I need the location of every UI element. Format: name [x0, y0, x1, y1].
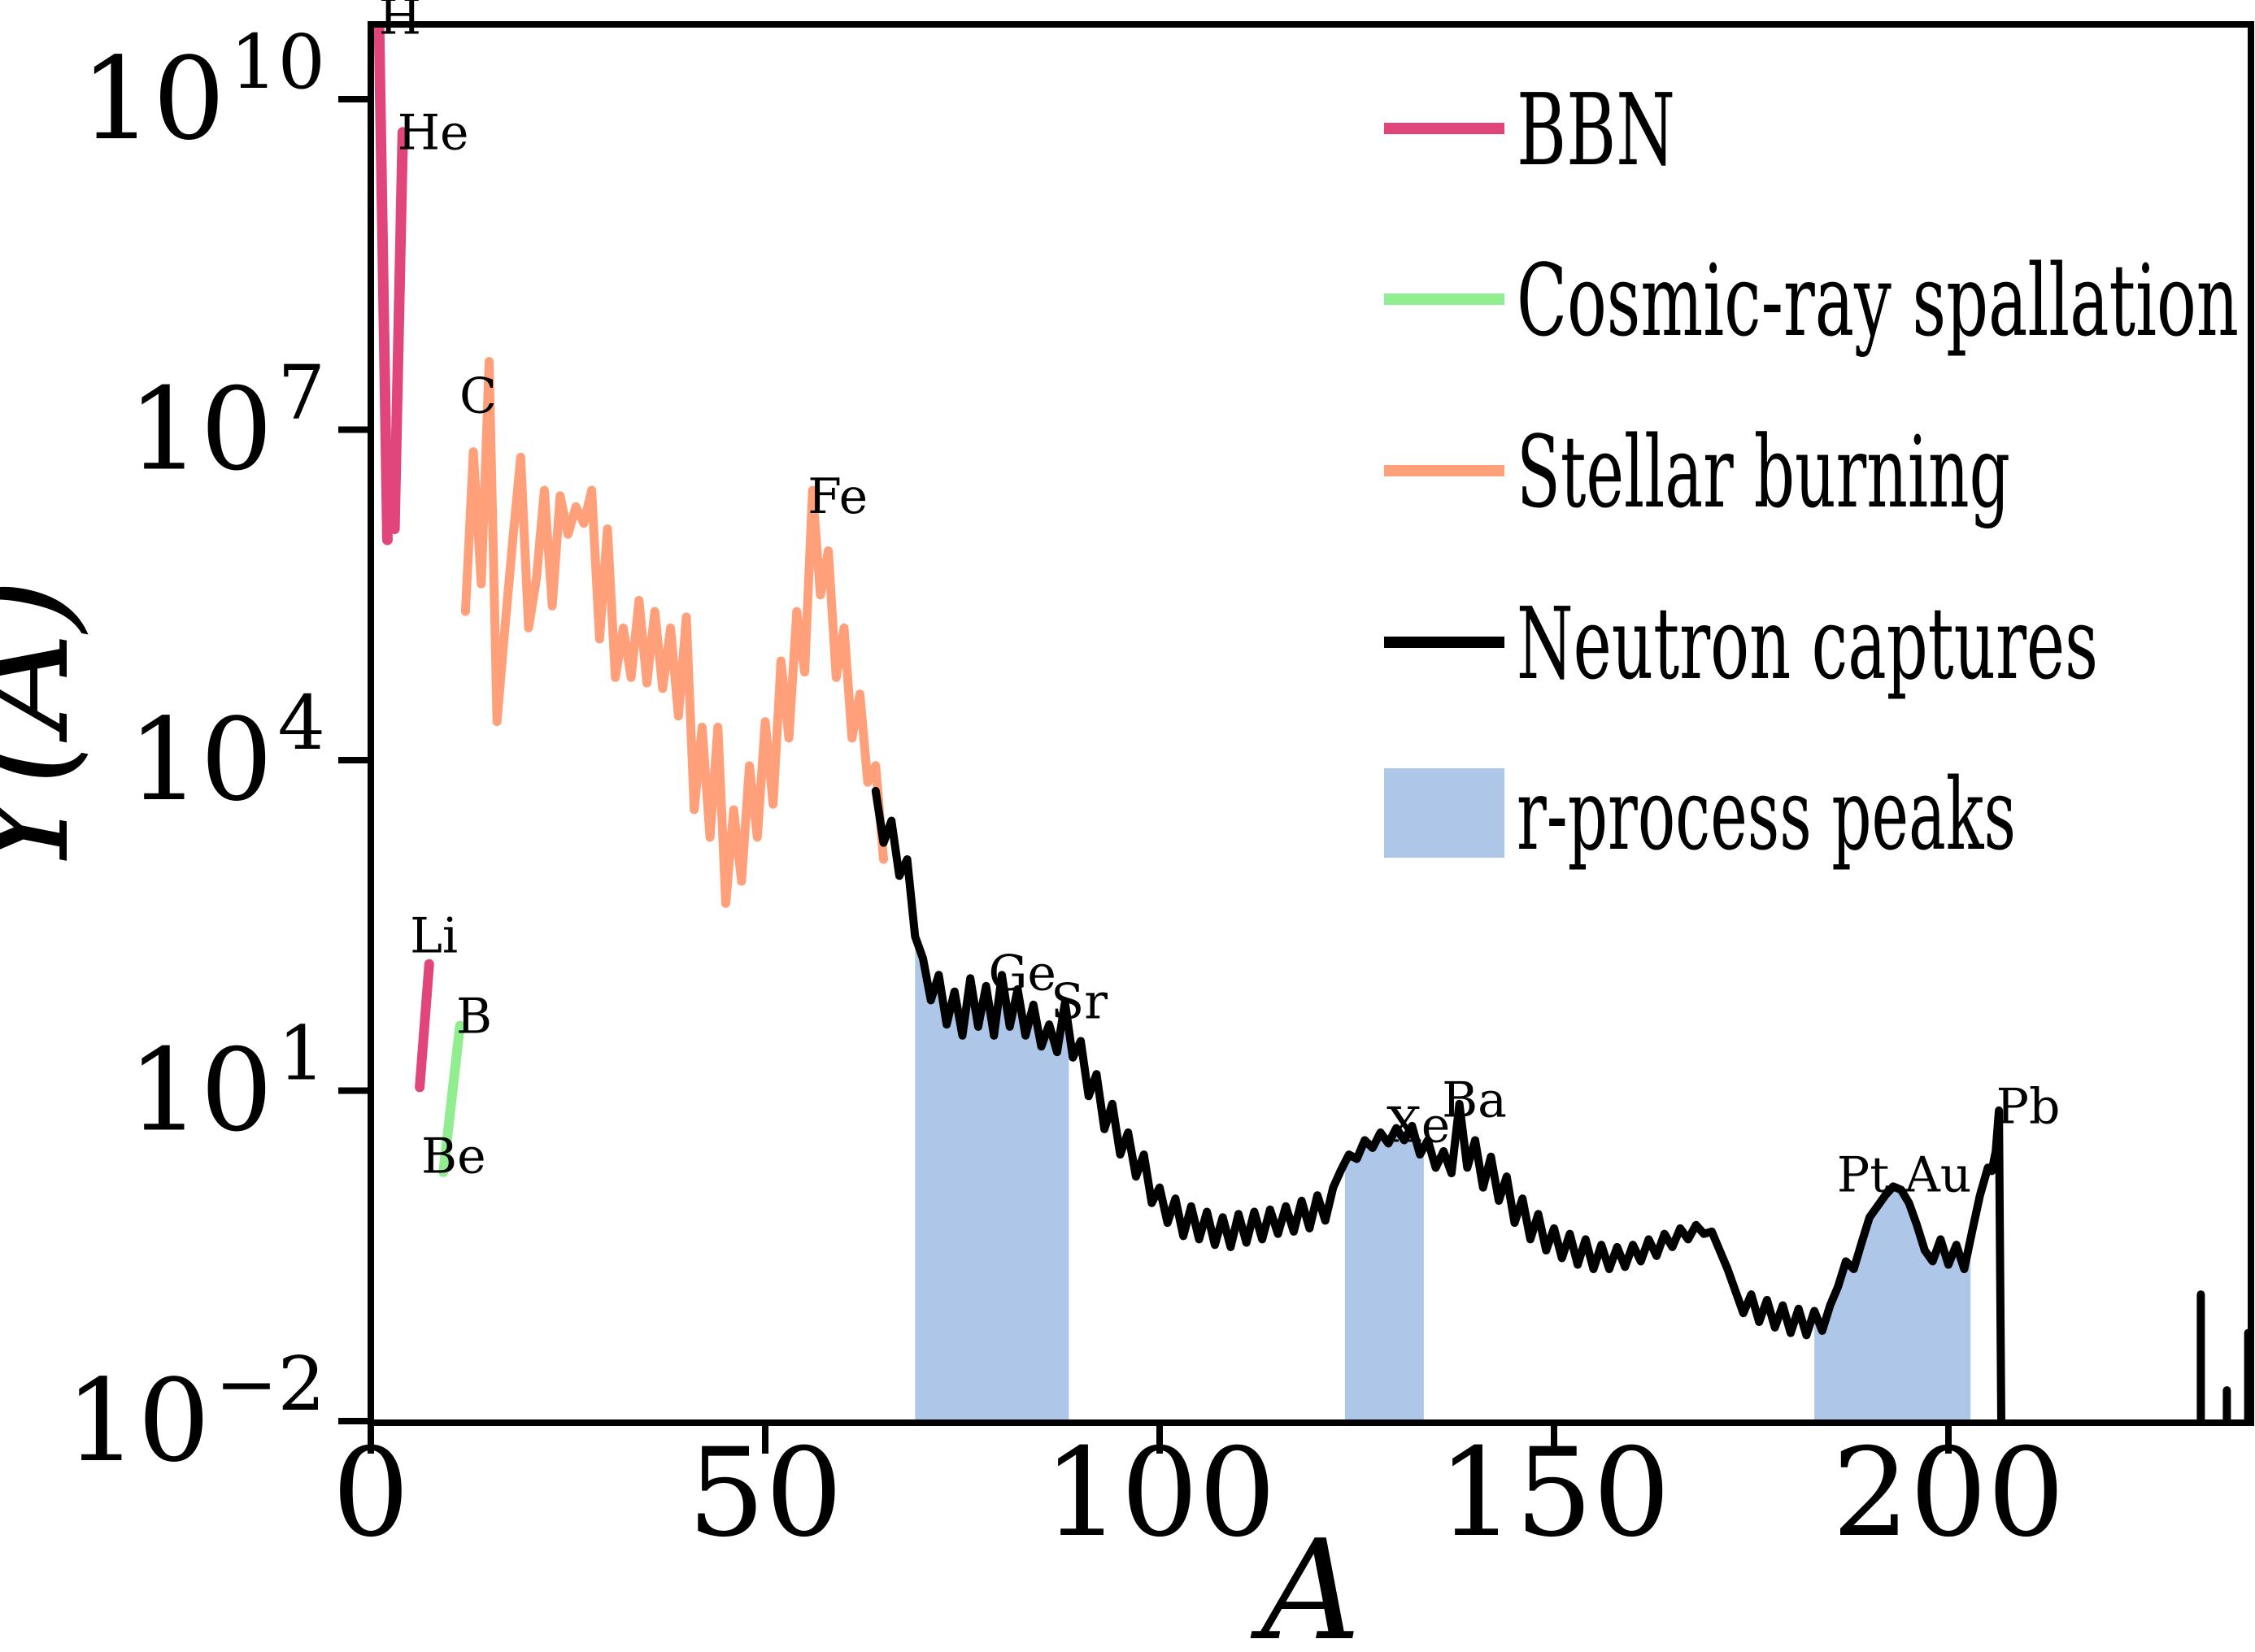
element-label-Be: Be	[421, 1128, 486, 1185]
legend-entry-cosmic-ray-spallation: Cosmic-ray spallation	[1384, 243, 2239, 359]
element-label-Ba: Ba	[1442, 1072, 1507, 1128]
y-tick-label: 10−2	[65, 1341, 325, 1488]
element-label-Fe: Fe	[808, 468, 868, 525]
legend: BBN Cosmic-ray spallation Stellar burning N…	[1384, 72, 2239, 872]
element-label-H: H	[379, 0, 421, 46]
element-label-Sr: Sr	[1051, 974, 1108, 1031]
x-tick-label: 50	[688, 1423, 843, 1564]
y-tick-label: 1010	[81, 19, 325, 166]
series-stellar-burning	[460, 357, 888, 908]
y-axis-label: Y(A)	[0, 578, 100, 877]
element-label-Pb: Pb	[1996, 1078, 2061, 1135]
legend-label: Neutron captures	[1517, 586, 2098, 702]
series-neutron-captures	[871, 786, 2005, 1425]
legend-entry-stellar-burning: Stellar burning	[1384, 415, 2010, 530]
element-label-Ge: Ge	[989, 946, 1056, 1002]
element-label-B: B	[456, 988, 492, 1045]
series-layer	[373, 22, 2253, 1425]
x-tick-label: 150	[1438, 1423, 1670, 1564]
legend-label: Stellar burning	[1517, 415, 2010, 530]
r-process-band-2	[1344, 1125, 1424, 1421]
x-tick-label: 0	[332, 1423, 409, 1564]
element-label-He: He	[398, 105, 469, 162]
r-process-band-3	[1814, 1186, 1971, 1421]
legend-entry-r-process-peaks: r-process peaks	[1384, 757, 2016, 872]
series-bbn-h	[373, 22, 393, 546]
legend-label: Cosmic-ray spallation	[1517, 243, 2239, 359]
series-bbn-li	[415, 959, 434, 1093]
r-process-band-1	[915, 936, 1069, 1421]
series-cosmic-ray-spallation	[438, 1020, 465, 1177]
legend-label: BBN	[1517, 72, 1675, 188]
x-tick-label: 100	[1043, 1423, 1276, 1564]
legend-entry-bbn: BBN	[1384, 72, 1675, 188]
legend-label: r-process peaks	[1517, 757, 2016, 872]
y-tick-label: 101	[128, 1011, 325, 1158]
series-bbn-he	[389, 127, 408, 534]
y-tick-label: 104	[128, 680, 325, 827]
element-label-Li: Li	[410, 907, 458, 964]
y-tick-label: 107	[128, 350, 325, 497]
element-label-Xe: Xe	[1387, 1098, 1450, 1154]
axes-layer: 0 50 100 150 200 1010 107 104 101 10−2	[65, 19, 2254, 1564]
x-axis-label: A	[1251, 1511, 1361, 1652]
legend-entry-neutron-captures: Neutron captures	[1384, 586, 2098, 702]
element-label-Pt-Au: Pt Au	[1837, 1146, 1972, 1203]
element-label-C: C	[459, 367, 497, 424]
r-process-bands-layer	[915, 936, 1971, 1421]
plot-frame	[368, 21, 2254, 1426]
x-tick-label: 200	[1832, 1423, 2065, 1564]
legend-swatch-rect	[1384, 768, 1504, 858]
